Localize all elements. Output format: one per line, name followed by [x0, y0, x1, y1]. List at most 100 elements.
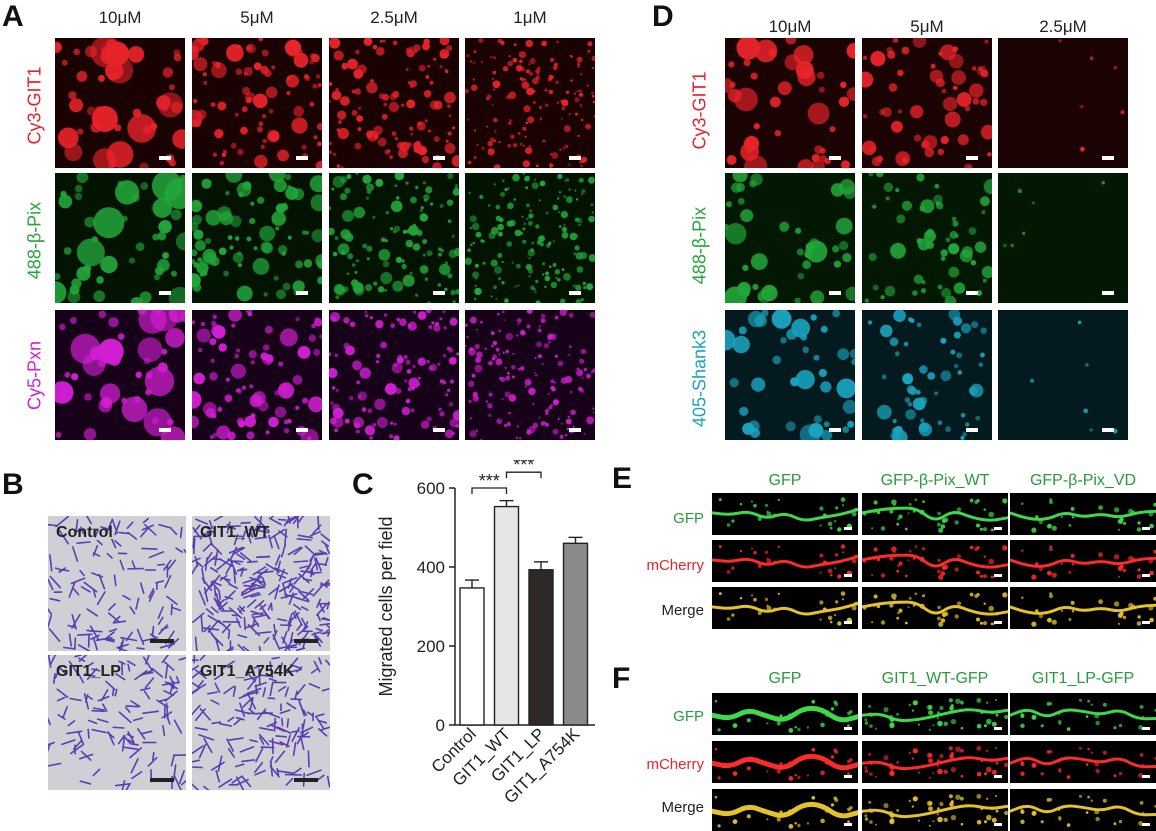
scale-bar: [966, 156, 978, 160]
panel-a-image: [465, 38, 595, 168]
panel-f-image: [1010, 693, 1156, 735]
panel-a-row-488-beta-pix: 488-β-Pix: [24, 201, 45, 280]
y-tick-label: 0: [436, 716, 445, 735]
significance-stars: ***: [513, 460, 534, 475]
scale-bar: [994, 823, 1002, 826]
y-tick-label: 200: [417, 637, 445, 656]
panel-e-row-mcherry: mCherry: [646, 557, 704, 574]
panel-f-image: [1010, 789, 1156, 831]
scale-bar: [994, 727, 1002, 730]
scale-bar: [994, 527, 1002, 530]
panel-f-image: [712, 741, 858, 783]
scale-bar: [1102, 156, 1114, 160]
scale-bar: [294, 778, 318, 782]
panel-b-image: GIT1_WT: [192, 516, 330, 651]
panel-d-image: [998, 310, 1128, 440]
panel-d-image: [998, 38, 1128, 168]
scale-bar: [844, 823, 852, 826]
y-axis-label: Migrated cells per field: [376, 516, 396, 696]
scale-bar: [1142, 823, 1150, 826]
panel-a-image: [55, 310, 185, 440]
significance-bracket: [505, 471, 542, 479]
y-tick-label: 600: [417, 479, 445, 498]
scale-bar: [569, 291, 581, 295]
scale-bar: [150, 778, 174, 782]
panel-f-col-git1-lp-gfp: GIT1_LP-GFP: [1031, 670, 1135, 687]
panel-d-image: [725, 38, 855, 168]
scale-bar: [150, 639, 174, 643]
panel-e-image: [862, 587, 1008, 629]
panel-f-col-git1-wt-gfp: GIT1_WT-GFP: [881, 670, 989, 687]
panel-b-image-label: GIT1_WT: [200, 524, 270, 541]
panel-d-image: [862, 310, 992, 440]
panel-d-image: [998, 173, 1128, 303]
scale-bar: [844, 727, 852, 730]
panel-d-col-5um: 5μM: [910, 17, 944, 36]
scale-bar: [994, 574, 1002, 577]
panel-e-image: [1010, 493, 1156, 535]
panel-f-label: F: [612, 662, 631, 695]
panel-e-image: [862, 493, 1008, 535]
panel-a-image: [55, 173, 185, 303]
scale-bar: [829, 291, 841, 295]
scale-bar: [159, 156, 171, 160]
panel-a-col-2-5um: 2.5μM: [370, 8, 418, 27]
panel-a-image: [329, 310, 459, 440]
panel-e-label: E: [612, 462, 633, 495]
panel-a-row-cy3-git1: Cy3-GIT1: [24, 66, 45, 145]
scale-bar: [1142, 775, 1150, 778]
scale-bar: [844, 574, 852, 577]
panel-f-row-gfp: GFP: [673, 708, 704, 725]
scale-bar: [433, 291, 445, 295]
scale-bar: [1142, 727, 1150, 730]
panel-f-image: [1010, 741, 1156, 783]
scale-bar: [296, 428, 308, 432]
scale-bar: [829, 428, 841, 432]
panel-d-image: [725, 310, 855, 440]
scale-bar: [433, 428, 445, 432]
panel-e-col-gfp: GFP: [768, 472, 802, 489]
panel-a-image: [192, 310, 322, 440]
panel-f-image: [712, 693, 858, 735]
panel-e-image: [712, 540, 858, 582]
panel-a-row-cy5-pxn: Cy5-Pxn: [24, 340, 45, 411]
panel-e-image: [1010, 540, 1156, 582]
panel-b-image-label: GIT1_LP: [56, 663, 121, 680]
panel-a-image: [192, 173, 322, 303]
scale-bar: [1142, 574, 1150, 577]
panel-d-image: [862, 38, 992, 168]
scale-bar: [569, 428, 581, 432]
panel-b-image: Control: [48, 516, 186, 651]
panel-a-image: [192, 38, 322, 168]
panel-f-image: [712, 789, 858, 831]
panel-a-col-5um: 5μM: [240, 8, 274, 27]
panel-e-image: [862, 540, 1008, 582]
y-tick-label: 400: [417, 558, 445, 577]
panel-f-image: [862, 789, 1008, 831]
panel-f-row-mcherry: mCherry: [646, 756, 704, 773]
scale-bar: [433, 156, 445, 160]
bar-control: [459, 587, 485, 726]
panel-e-row-gfp: GFP: [673, 510, 704, 527]
panel-a-col-10um: 10μM: [98, 8, 142, 27]
scale-bar: [159, 291, 171, 295]
panel-d-col-2-5um: 2.5μM: [1039, 17, 1087, 36]
panel-d-image: [862, 173, 992, 303]
panel-f-col-gfp: GFP: [768, 670, 802, 687]
scale-bar: [296, 156, 308, 160]
bar-git1-a754k: [562, 542, 589, 726]
scale-bar: [829, 156, 841, 160]
scale-bar: [966, 428, 978, 432]
scale-bar: [294, 639, 318, 643]
panel-e-image: [712, 587, 858, 629]
panel-b-image-label: Control: [56, 524, 113, 541]
panel-d-row-cy3-git1: Cy3-GIT1: [689, 71, 710, 150]
panel-d-col-10um: 10μM: [768, 17, 812, 36]
panel-a-image: [329, 38, 459, 168]
significance-stars: ***: [479, 471, 500, 491]
bar-git1-lp: [528, 569, 554, 726]
panel-a-image: [465, 310, 595, 440]
scale-bar: [296, 291, 308, 295]
panel-e-image: [1010, 587, 1156, 629]
scale-bar: [994, 775, 1002, 778]
